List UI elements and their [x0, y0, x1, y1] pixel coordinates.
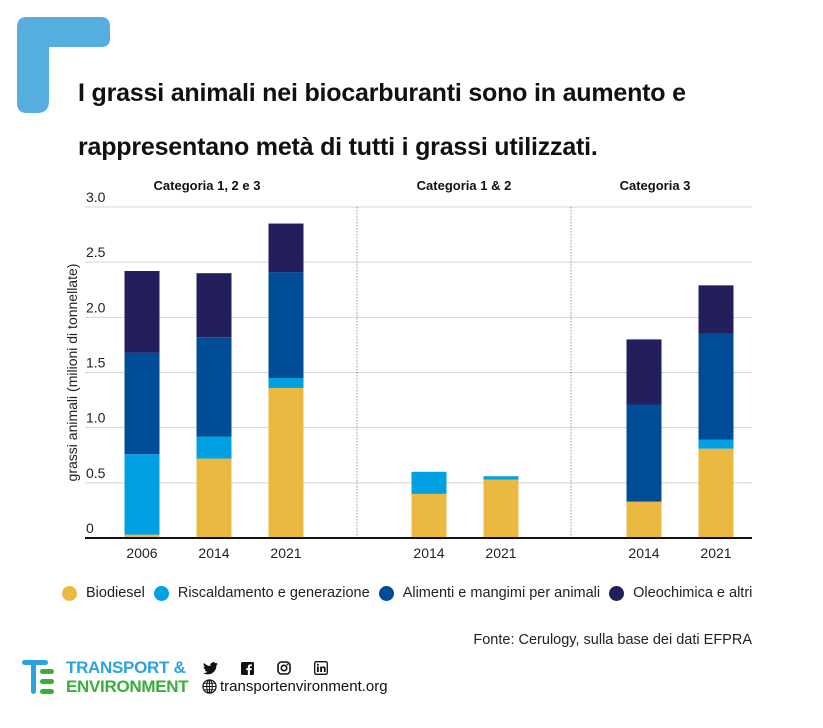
bar-segment-riscaldamento	[124, 454, 160, 535]
bar-segment-oleochimica	[268, 223, 304, 273]
x-tick-label: 2021	[485, 545, 516, 561]
legend: Biodiesel Riscaldamento e generazione Al…	[62, 585, 761, 601]
legend-item-riscaldamento: Riscaldamento e generazione	[153, 585, 370, 601]
x-tick-label: 2014	[198, 545, 229, 561]
bar-segment-oleochimica	[626, 339, 662, 405]
bar-segment-biodiesel	[698, 448, 734, 538]
website-text: transportenvironment.org	[220, 678, 388, 695]
y-tick-label: 1.0	[86, 410, 106, 426]
legend-item-alimenti: Alimenti e mangimi per animali	[378, 585, 601, 601]
group-label: Categoria 3	[620, 178, 691, 193]
y-tick-label: 3.0	[86, 189, 106, 205]
bar-segment-oleochimica	[698, 285, 734, 334]
bar-segment-alimenti	[124, 352, 160, 455]
bar-segment-biodiesel	[124, 534, 160, 538]
chart-title: I grassi animali nei biocarburanti sono …	[78, 66, 808, 174]
y-tick-label: 1.5	[86, 355, 106, 371]
legend-swatch-riscaldamento	[153, 585, 169, 601]
instagram-icon[interactable]	[276, 660, 292, 676]
twitter-icon[interactable]	[202, 660, 218, 676]
x-tick-label: 2014	[628, 545, 659, 561]
legend-label: Biodiesel	[86, 585, 145, 601]
stacked-bar-chart: 0 0.5 1.0 1.5 2.0 2.5 3.0 grassi animali (milio…	[64, 178, 752, 561]
legend-swatch-oleochimica	[609, 585, 625, 601]
title-line-2: rappresentano metà di tutti i grassi uti…	[78, 133, 598, 161]
bar-segment-biodiesel	[268, 387, 304, 538]
bar-segment-riscaldamento	[483, 476, 519, 480]
bar-segment-riscaldamento	[196, 436, 232, 459]
x-tick-label: 2021	[270, 545, 301, 561]
brand-line-1: TRANSPORT &	[66, 658, 186, 677]
facebook-icon[interactable]	[239, 660, 255, 676]
y-tick-label: 0.5	[86, 465, 106, 481]
y-tick-label: 2.5	[86, 244, 106, 260]
brand-name[interactable]: TRANSPORT & ENVIRONMENT	[66, 658, 189, 696]
social-links	[202, 660, 350, 676]
bar-segment-alimenti	[196, 337, 232, 437]
legend-swatch-alimenti	[378, 585, 394, 601]
legend-label: Riscaldamento e generazione	[177, 585, 370, 601]
y-tick-label: 0	[86, 520, 94, 536]
bar-segment-alimenti	[698, 333, 734, 440]
group-label: Categoria 1 & 2	[417, 178, 512, 193]
legend-item-oleochimica: Oleochimica e altri	[609, 585, 752, 601]
website-link[interactable]: transportenvironment.org	[202, 678, 388, 695]
bar-segment-riscaldamento	[268, 378, 304, 388]
title-line-1: I grassi animali nei biocarburanti sono …	[78, 79, 686, 107]
x-tick-label: 2006	[126, 545, 157, 561]
footer: TRANSPORT & ENVIRONMENT transportenviron…	[22, 658, 422, 698]
y-tick-label: 2.0	[86, 299, 106, 315]
linkedin-icon[interactable]	[313, 660, 329, 676]
bar-segment-oleochimica	[124, 270, 160, 353]
globe-icon	[202, 679, 217, 694]
bar-segment-oleochimica	[196, 273, 232, 338]
legend-label: Alimenti e mangimi per animali	[402, 585, 601, 601]
brand-line-2: ENVIRONMENT	[66, 677, 189, 696]
bar-segment-biodiesel	[483, 479, 519, 538]
legend-label: Oleochimica e altri	[633, 585, 753, 601]
y-axis-label: grassi animali (milioni di tonnellate)	[64, 264, 80, 482]
bar-segment-biodiesel	[411, 493, 447, 538]
source-note: Fonte: Cerulogy, sulla base dei dati EFP…	[473, 632, 752, 648]
bar-segment-riscaldamento	[411, 471, 447, 494]
x-tick-label: 2021	[700, 545, 731, 561]
legend-swatch-biodiesel	[62, 585, 77, 601]
legend-item-biodiesel: Biodiesel	[62, 585, 145, 601]
group-label: Categoria 1, 2 e 3	[154, 178, 261, 193]
corner-accent-shape	[17, 17, 110, 113]
x-tick-label: 2014	[413, 545, 444, 561]
bar-segment-biodiesel	[196, 458, 232, 538]
bar-segment-riscaldamento	[698, 439, 734, 449]
bar-segment-biodiesel	[626, 501, 662, 538]
bar-segment-alimenti	[626, 404, 662, 502]
bar-segment-alimenti	[268, 272, 304, 379]
te-logo-icon	[22, 660, 54, 694]
